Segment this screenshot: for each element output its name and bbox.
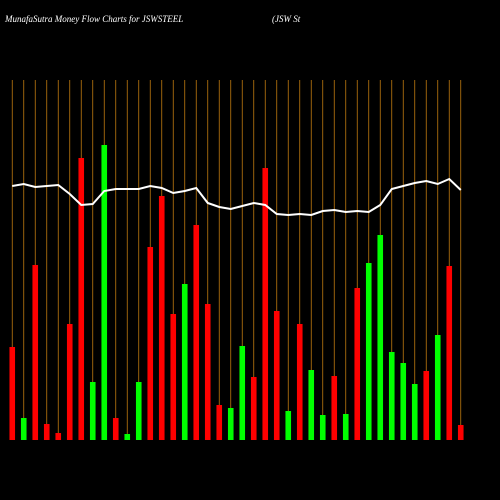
bar — [43, 424, 50, 440]
bar — [446, 266, 453, 440]
bar — [55, 433, 62, 440]
bar — [457, 425, 464, 440]
bar — [377, 235, 384, 440]
bar — [9, 347, 16, 440]
bar — [308, 370, 315, 440]
bar — [135, 382, 142, 440]
chart-title: MunafaSutra Money Flow Charts for JSWSTE… — [4, 14, 183, 24]
bar — [411, 384, 418, 440]
bar — [78, 158, 85, 440]
bar — [193, 225, 200, 440]
bar — [181, 284, 188, 440]
bar — [227, 408, 234, 440]
bar — [388, 352, 395, 440]
bar — [216, 405, 223, 440]
bar — [296, 324, 303, 440]
bar — [66, 324, 73, 440]
price-line — [12, 177, 462, 217]
bar — [101, 145, 108, 440]
bar — [434, 335, 441, 440]
bar — [170, 314, 177, 440]
bar — [423, 371, 430, 440]
bar — [204, 304, 211, 440]
bar — [112, 418, 119, 440]
bar — [273, 311, 280, 440]
bar — [32, 265, 39, 440]
bar — [354, 288, 361, 440]
bar — [319, 415, 326, 440]
bar — [147, 247, 154, 440]
bar — [89, 382, 96, 440]
bar — [342, 414, 349, 440]
chart-subtitle: (JSW St — [272, 14, 301, 24]
bar — [250, 377, 257, 440]
bar — [20, 418, 27, 440]
bar — [158, 196, 165, 440]
bar — [239, 346, 246, 440]
bar — [262, 168, 269, 440]
bar — [365, 263, 372, 440]
bar — [124, 434, 131, 440]
bar — [400, 363, 407, 440]
bar — [285, 411, 292, 440]
bar — [331, 376, 338, 440]
